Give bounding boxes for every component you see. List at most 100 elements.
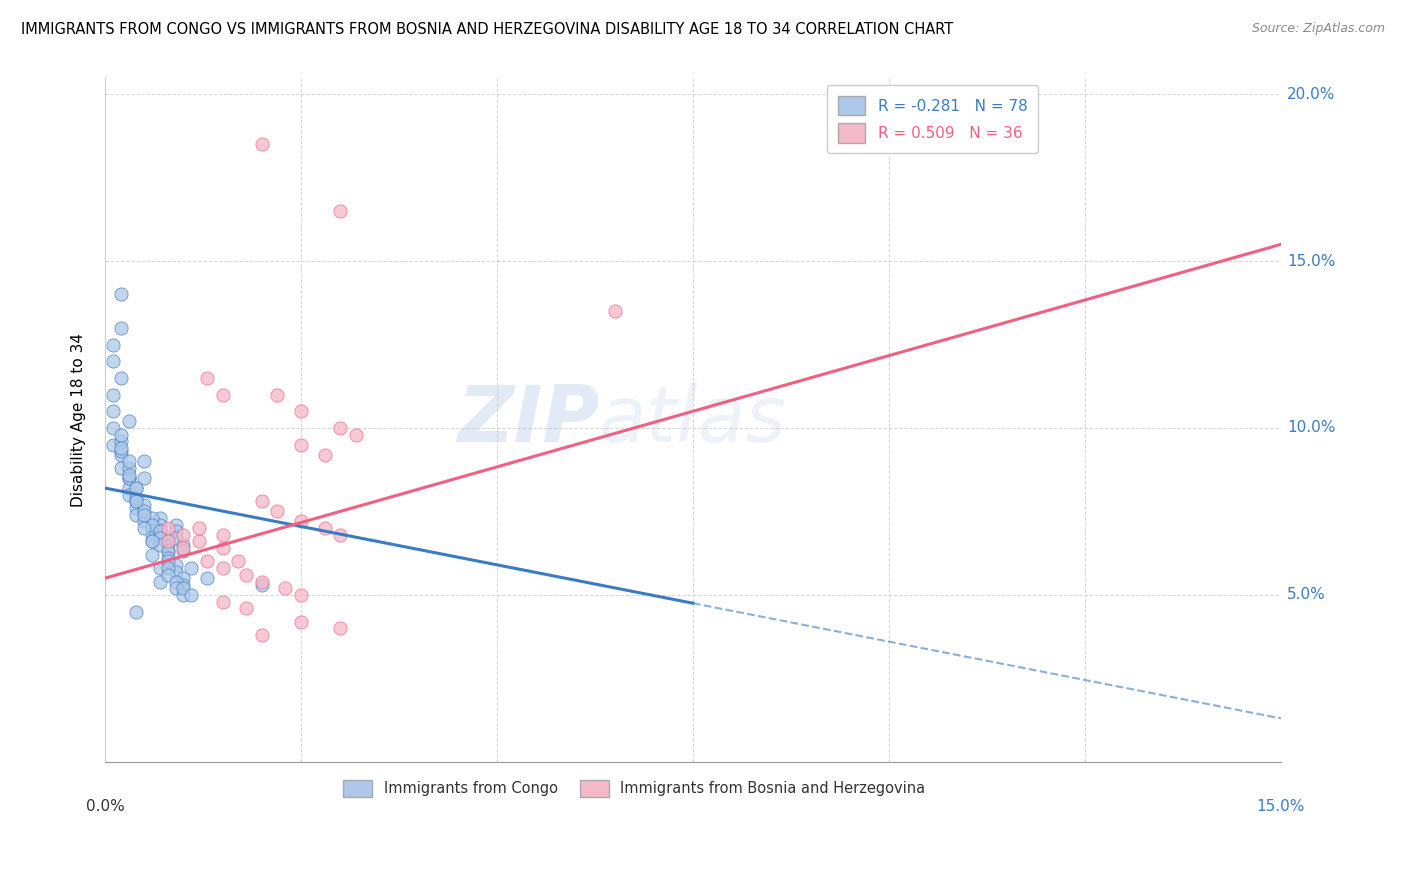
Point [314, 521, 336, 535]
Point [172, 541, 194, 556]
Point [117, 414, 139, 428]
Point [156, 531, 179, 545]
Point [134, 454, 156, 468]
Point [125, 605, 148, 619]
Point [125, 494, 148, 508]
Point [134, 515, 156, 529]
Point [172, 588, 194, 602]
Point [134, 521, 156, 535]
Point [156, 544, 179, 558]
Point [134, 508, 156, 522]
Point [125, 481, 148, 495]
Text: 20.0%: 20.0% [1286, 87, 1336, 102]
Point [314, 448, 336, 462]
Point [235, 567, 257, 582]
Point [125, 491, 148, 505]
Point [290, 588, 312, 602]
Point [266, 387, 288, 401]
Point [149, 517, 172, 532]
Point [117, 454, 139, 468]
Point [101, 387, 124, 401]
Text: IMMIGRANTS FROM CONGO VS IMMIGRANTS FROM BOSNIA AND HERZEGOVINA DISABILITY AGE 1: IMMIGRANTS FROM CONGO VS IMMIGRANTS FROM… [21, 22, 953, 37]
Point [134, 498, 156, 512]
Point [211, 594, 233, 608]
Point [274, 581, 297, 595]
Point [156, 544, 179, 558]
Point [211, 541, 233, 556]
Point [110, 434, 132, 449]
Point [172, 571, 194, 585]
Point [250, 628, 273, 642]
Point [211, 387, 233, 401]
Point [172, 538, 194, 552]
Point [250, 494, 273, 508]
Point [156, 534, 179, 549]
Point [156, 521, 179, 535]
Point [117, 467, 139, 482]
Point [149, 524, 172, 539]
Text: 15.0%: 15.0% [1286, 253, 1336, 268]
Point [165, 531, 187, 545]
Point [141, 548, 163, 562]
Point [149, 574, 172, 589]
Point [180, 588, 202, 602]
Point [149, 511, 172, 525]
Point [117, 471, 139, 485]
Point [329, 204, 352, 219]
Point [180, 561, 202, 575]
Point [141, 528, 163, 542]
Point [172, 544, 194, 558]
Point [110, 448, 132, 462]
Point [125, 481, 148, 495]
Point [156, 538, 179, 552]
Point [172, 578, 194, 592]
Point [165, 574, 187, 589]
Y-axis label: Disability Age 18 to 34: Disability Age 18 to 34 [72, 333, 86, 507]
Point [110, 427, 132, 442]
Text: atlas: atlas [599, 382, 787, 458]
Point [195, 571, 218, 585]
Point [149, 531, 172, 545]
Point [188, 534, 211, 549]
Point [125, 494, 148, 508]
Point [117, 481, 139, 495]
Point [101, 437, 124, 451]
Point [250, 137, 273, 152]
Point [226, 554, 249, 568]
Point [149, 524, 172, 539]
Point [211, 528, 233, 542]
Point [235, 601, 257, 615]
Point [125, 508, 148, 522]
Point [165, 558, 187, 572]
Point [149, 561, 172, 575]
Point [266, 504, 288, 518]
Point [156, 567, 179, 582]
Point [101, 337, 124, 351]
Text: 5.0%: 5.0% [1286, 587, 1326, 602]
Point [149, 538, 172, 552]
Point [165, 565, 187, 579]
Point [117, 488, 139, 502]
Point [329, 528, 352, 542]
Point [141, 511, 163, 525]
Legend: Immigrants from Congo, Immigrants from Bosnia and Herzegovina: Immigrants from Congo, Immigrants from B… [337, 774, 931, 803]
Point [141, 534, 163, 549]
Point [344, 427, 367, 442]
Point [290, 404, 312, 418]
Point [156, 561, 179, 575]
Point [250, 574, 273, 589]
Point [188, 521, 211, 535]
Point [172, 528, 194, 542]
Point [165, 524, 187, 539]
Point [290, 615, 312, 629]
Point [211, 561, 233, 575]
Point [101, 404, 124, 418]
Point [117, 471, 139, 485]
Point [172, 581, 194, 595]
Text: 10.0%: 10.0% [1286, 420, 1336, 435]
Point [110, 441, 132, 455]
Point [329, 621, 352, 635]
Point [290, 515, 312, 529]
Point [101, 354, 124, 368]
Text: 0.0%: 0.0% [86, 799, 124, 814]
